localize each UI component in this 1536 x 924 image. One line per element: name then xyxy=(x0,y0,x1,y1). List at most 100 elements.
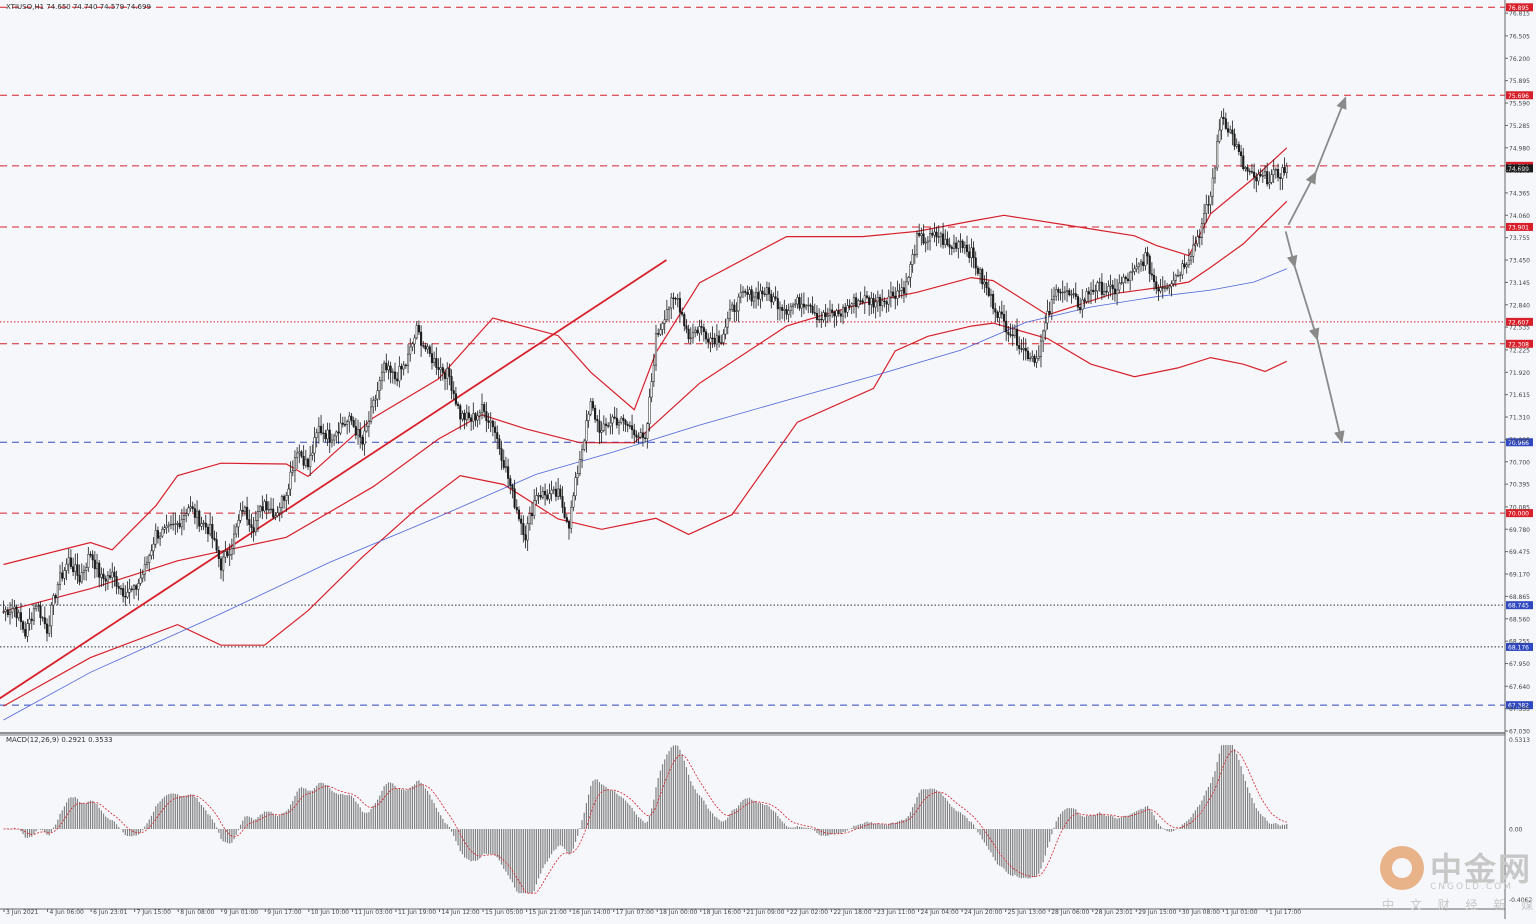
candle-body xyxy=(317,425,320,434)
candle-body xyxy=(1120,282,1123,284)
candle-body xyxy=(391,371,394,373)
candle-body xyxy=(654,333,658,366)
candle-body xyxy=(700,326,703,328)
candle-body xyxy=(976,267,979,274)
candle-body xyxy=(428,346,431,354)
candle-body xyxy=(970,247,973,259)
candle-body xyxy=(813,312,816,314)
candle-body xyxy=(800,303,803,309)
candle-body xyxy=(985,281,988,289)
candle-body xyxy=(376,390,379,400)
macd-label: MACD(12,26,9) 0.2921 0.3533 xyxy=(6,736,113,744)
candle-body xyxy=(472,413,475,422)
level-price-tag xyxy=(1506,222,1533,231)
candle-body xyxy=(1218,129,1221,142)
candle-body xyxy=(548,493,551,500)
candle-body xyxy=(326,429,329,440)
candle-body xyxy=(1277,169,1280,178)
candle-body xyxy=(106,575,109,582)
candle-body xyxy=(868,297,871,305)
candle-body xyxy=(770,293,773,303)
candle-body xyxy=(302,456,305,466)
candle-body xyxy=(1016,328,1019,346)
candle-body xyxy=(95,562,99,570)
candle-body xyxy=(139,577,142,584)
candle-body xyxy=(905,281,908,294)
candle-body xyxy=(567,521,571,529)
level-price-label: 67.382 xyxy=(1508,703,1529,710)
candle-body xyxy=(1250,171,1254,173)
candle-body xyxy=(483,404,486,412)
candle-body xyxy=(898,290,901,292)
candle-body xyxy=(185,513,188,516)
candle-body xyxy=(1246,167,1249,172)
candle-body xyxy=(380,371,383,381)
candle-body xyxy=(439,367,442,370)
candle-body xyxy=(1089,289,1093,295)
candle-body xyxy=(1259,173,1262,177)
time-tick-label: 6 Jun 23:01 xyxy=(93,909,127,916)
candle-body xyxy=(182,515,186,520)
candle-body xyxy=(346,421,349,425)
candle-body xyxy=(950,246,953,249)
level-price-label: 76.895 xyxy=(1508,5,1529,12)
time-tick-label: 28 Jun 23:01 xyxy=(1095,909,1133,916)
price-tick-label: 67.950 xyxy=(1509,661,1530,668)
candle-body xyxy=(939,233,942,237)
candle-body xyxy=(241,510,244,512)
candle-body xyxy=(352,420,355,427)
candle-body xyxy=(1022,347,1025,350)
candle-body xyxy=(45,623,49,634)
candle-body xyxy=(137,583,140,590)
candle-body xyxy=(668,307,671,310)
candle-body xyxy=(496,432,499,439)
candle-body xyxy=(733,304,736,312)
candle-body xyxy=(722,333,725,343)
candle-body xyxy=(280,496,283,508)
candle-body xyxy=(76,564,79,576)
candle-body xyxy=(1181,263,1184,276)
candle-body xyxy=(146,562,149,565)
candle-body xyxy=(198,510,201,527)
candle-body xyxy=(470,417,473,422)
candle-body xyxy=(228,554,231,556)
candle-body xyxy=(276,512,279,517)
candle-body xyxy=(833,312,836,317)
candle-body xyxy=(365,426,368,432)
candle-body xyxy=(39,605,42,618)
candle-body xyxy=(1163,287,1167,289)
candle-body xyxy=(1226,128,1230,133)
candle-body xyxy=(306,458,310,468)
candle-body xyxy=(746,292,749,295)
candle-body xyxy=(537,494,540,497)
candle-body xyxy=(711,337,714,340)
candle-body xyxy=(233,533,236,549)
candle-body xyxy=(785,309,788,315)
candle-body xyxy=(135,585,138,590)
candle-body xyxy=(702,327,705,332)
current-price-tag xyxy=(1506,164,1533,173)
candle-body xyxy=(1157,288,1160,292)
candle-body xyxy=(957,241,960,249)
time-tick-label: 10 Jun 10:00 xyxy=(311,909,349,916)
price-tick-label: 71.615 xyxy=(1509,392,1530,399)
candle-body xyxy=(1094,290,1097,293)
candle-body xyxy=(1144,252,1147,267)
candle-body xyxy=(759,290,762,300)
candle-body xyxy=(894,295,897,299)
candle-body xyxy=(1039,340,1043,357)
candle-body xyxy=(293,457,296,471)
candle-body xyxy=(1057,289,1060,293)
candle-body xyxy=(811,305,814,313)
time-tick-label: 3 Jun 2021 xyxy=(6,909,38,916)
candle-body xyxy=(72,566,75,573)
candle-body xyxy=(1211,177,1214,197)
candle-body xyxy=(526,523,529,541)
projection-arrow xyxy=(1287,171,1317,226)
time-tick-label: 23 Jun 11:00 xyxy=(877,909,915,916)
time-tick-label: 18 Jun 00:00 xyxy=(659,909,697,916)
candle-body xyxy=(661,323,664,330)
candle-body xyxy=(1261,175,1264,177)
candle-body xyxy=(528,513,531,524)
candle-body xyxy=(1198,236,1201,238)
